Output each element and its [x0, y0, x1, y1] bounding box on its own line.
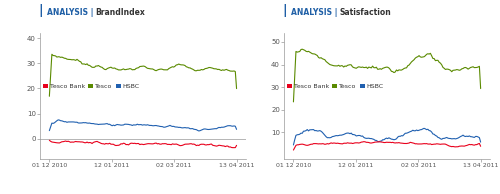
Text: ANALYSIS |: ANALYSIS | — [47, 8, 96, 17]
Text: |: | — [282, 3, 286, 17]
Legend: Tesco Bank, Tesco, HSBC: Tesco Bank, Tesco, HSBC — [287, 84, 384, 89]
Text: |: | — [38, 3, 42, 17]
Text: BrandIndex: BrandIndex — [96, 8, 146, 17]
Text: ANALYSIS |: ANALYSIS | — [292, 8, 341, 17]
Text: Satisfaction: Satisfaction — [340, 8, 392, 17]
Legend: Tesco Bank, Tesco, HSBC: Tesco Bank, Tesco, HSBC — [43, 84, 140, 89]
